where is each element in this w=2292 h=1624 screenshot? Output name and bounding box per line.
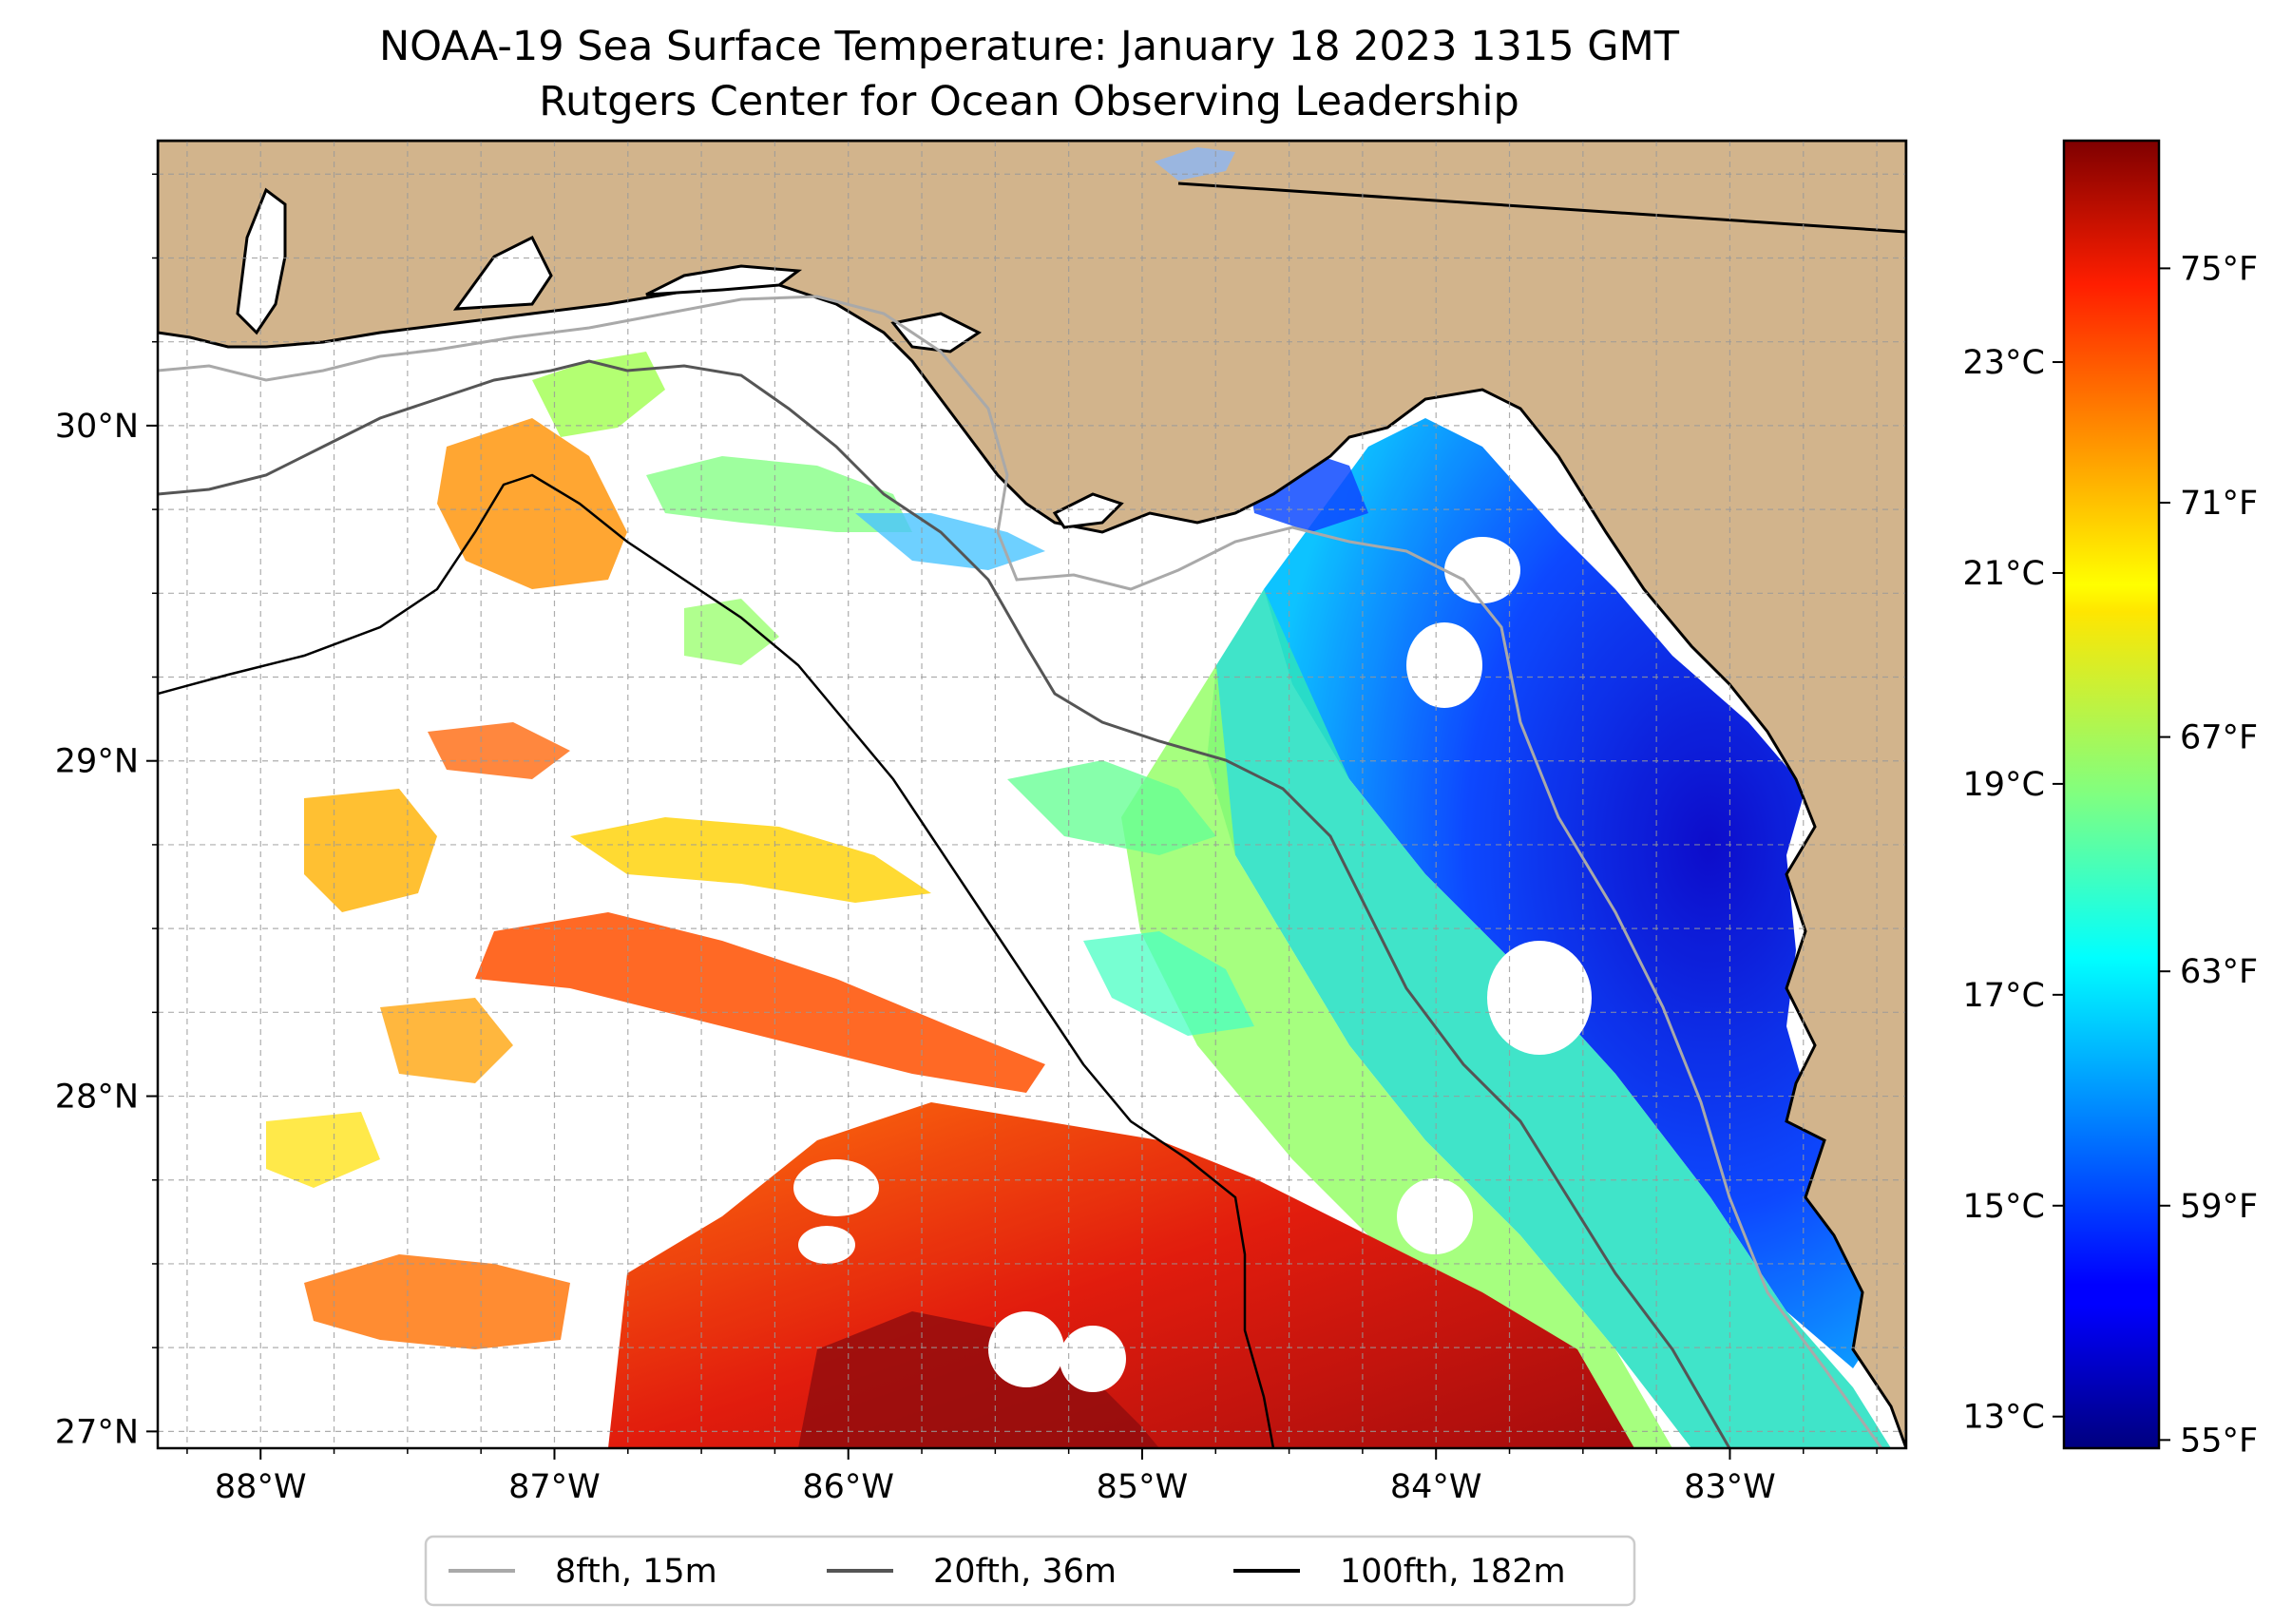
sst-streak-1 [475,912,1045,1093]
lat-tick-label: 29°N [55,743,139,781]
latitude-axis: 27°N 28°N 29°N 30°N [55,173,158,1451]
lon-tick-label: 88°W [215,1468,307,1506]
colorbar-c-label: 23°C [1963,344,2045,382]
sst-patch-west-5 [266,1112,380,1188]
sst-mid-green-1 [1007,760,1216,855]
legend: 8fth, 15m 20fth, 36m 100fth, 182m [424,1535,1636,1607]
colorbar-c-label: 15°C [1963,1188,2045,1226]
sst-mid-green-3 [1083,931,1254,1036]
sst-hot-core [798,1311,1159,1448]
sst-green-band [1121,665,1672,1448]
legend-items: 8fth, 15m 20fth, 36m 100fth, 182m [449,1553,1566,1591]
lon-tick-label: 85°W [1097,1468,1189,1506]
sst-mid-green-2 [684,599,779,665]
colorbar-c-label: 21°C [1963,555,2045,593]
lat-tick-label: 30°N [55,408,139,446]
colorbar-c-label: 19°C [1963,766,2045,804]
sst-patch-west-3 [380,998,513,1083]
land-mass [158,141,1906,1448]
legend-label: 20fth, 36m [933,1553,1117,1591]
sst-patch-west-2 [304,1254,570,1349]
lat-tick-label: 27°N [55,1413,139,1451]
gridlines [158,141,1906,1448]
chart-subtitle: Rutgers Center for Ocean Observing Leade… [539,78,1519,125]
colorbar-f-label: 67°F [2180,719,2258,757]
apalachicola-bay [1052,492,1124,529]
colorbar-f-label: 59°F [2180,1188,2258,1226]
colorbar-c-label: 17°C [1963,977,2045,1015]
state-border [1177,182,1906,234]
legend-box [424,1535,1636,1607]
sst-north-1 [437,418,627,589]
cloud-gaps [793,537,1592,1392]
sst-north-2 [532,352,665,437]
colorbar-f-label: 55°F [2180,1422,2258,1460]
sst-patch-west-1 [304,789,437,912]
colorbar-f-label: 63°F [2180,953,2258,991]
lon-tick-label: 87°W [508,1468,601,1506]
chart-title: NOAA-19 Sea Surface Temperature: January… [379,23,1679,70]
choctawhatchee-bay [645,264,803,296]
map-area [158,141,1906,1448]
lon-tick-label: 86°W [802,1468,894,1506]
legend-label: 100fth, 182m [1340,1553,1566,1591]
colorbar [2062,139,2161,1450]
isobath-20fth [158,359,1731,1448]
legend-label: 8fth, 15m [555,1553,717,1591]
colorbar-fahrenheit-axis: 55°F 59°F 63°F 67°F 71°F 75°F [2159,250,2258,1460]
lon-tick-label: 84°W [1390,1468,1482,1506]
colorbar-f-label: 71°F [2180,485,2258,523]
lat-tick-label: 28°N [55,1079,139,1117]
mobile-bay [236,187,287,335]
colorbar-f-label: 75°F [2180,250,2258,288]
lon-tick-label: 83°W [1684,1468,1776,1506]
sst-streak-2 [570,817,931,903]
colorbar-celsius-axis: 13°C 15°C 17°C 19°C 21°C 23°C [1963,344,2064,1437]
pensacola-bay [452,235,553,311]
sst-north-3 [646,456,912,532]
map-frame [156,139,1908,1450]
sst-patch-west-4 [428,722,570,779]
colorbar-c-label: 13°C [1963,1399,2045,1437]
isobath-8fth [158,295,1883,1448]
isobath-100fth [158,473,1275,1448]
longitude-axis: 88°W 87°W 86°W 85°W 84°W 83°W [186,1448,1878,1506]
